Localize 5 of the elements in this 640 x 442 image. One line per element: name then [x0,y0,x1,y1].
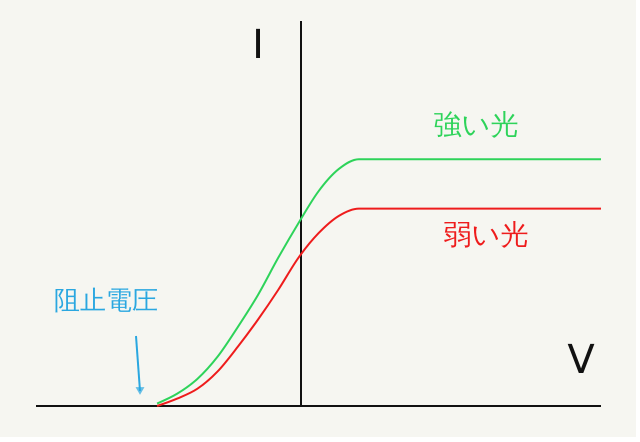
y-axis-title: I [252,22,264,68]
annotation: 阻止電圧 [54,286,158,316]
series-label: 強い光 [434,108,518,141]
x-axis-title: V [567,337,596,383]
series-label: 弱い光 [444,218,528,251]
